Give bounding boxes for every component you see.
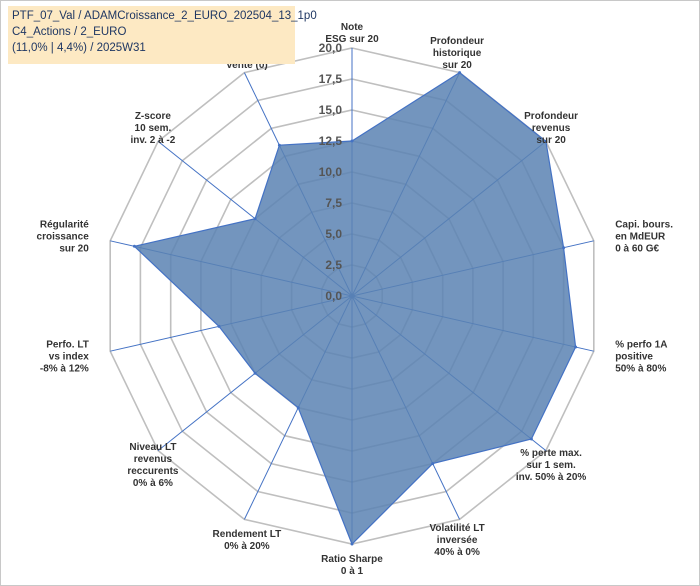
series-area: [133, 71, 577, 546]
axis-label: Profondeur: [430, 36, 484, 47]
series-point: [217, 324, 221, 328]
axis-label: 40% à 0%: [434, 547, 480, 558]
tick-label: 7,5: [325, 196, 342, 210]
axis-label: en MdEUR: [615, 231, 666, 242]
axis-label: 0% à 20%: [224, 541, 270, 552]
axis-label: Niveau LT: [129, 442, 176, 453]
tick-label: 2,5: [325, 258, 342, 272]
series-point: [253, 217, 257, 221]
axis-label: Capi. bours.: [615, 219, 673, 230]
tick-label: 17,5: [319, 72, 343, 86]
axis-label: croissance: [37, 231, 90, 242]
series-point: [296, 406, 300, 410]
chart-title-box: PTF_07_Val / ADAMCroissance_2_EURO_20250…: [8, 6, 317, 64]
series-point: [253, 371, 257, 375]
axis-label: sur 20: [59, 243, 89, 254]
axis-label: Régularité: [40, 219, 89, 230]
axis-label: sur 1 sem.: [526, 460, 576, 471]
series-point: [431, 462, 435, 466]
axis-label: Ratio Sharpe: [321, 554, 383, 565]
axis-label: % perte max.: [520, 448, 582, 459]
series-point: [574, 345, 578, 349]
axis-label: revenus: [532, 123, 571, 134]
axis-label: sur 20: [442, 60, 472, 71]
tick-label: 12,5: [319, 134, 343, 148]
axis-label: positive: [615, 352, 653, 363]
axis-label: Perfo. LT: [46, 340, 89, 351]
axis-label: reccurents: [127, 466, 179, 477]
series-point: [529, 437, 533, 441]
axis-label: 10 sem.: [135, 123, 172, 134]
radar-tick-labels: 0,0 2,5 5,0 7,5 10,0 12,5 15,0 17,5 20,0: [319, 41, 343, 303]
tick-label: 10,0: [319, 165, 343, 179]
axis-label: -8% à 12%: [40, 364, 89, 375]
series-point: [132, 244, 136, 248]
axis-label: 50% à 80%: [615, 364, 666, 375]
axis-label: vs index: [49, 352, 89, 363]
series-point: [458, 71, 462, 75]
series-point: [350, 542, 354, 546]
axis-label: Rendement LT: [213, 529, 282, 540]
series-point: [350, 139, 354, 143]
axis-label: ESG sur 20: [325, 34, 379, 45]
axis-label: inv. 50% à 20%: [516, 472, 587, 483]
axis-label: 0% à 6%: [133, 478, 173, 489]
tick-label: 5,0: [325, 227, 342, 241]
axis-label: historique: [433, 48, 482, 59]
series-point: [277, 143, 281, 147]
tick-label: 15,0: [319, 103, 343, 117]
axis-label: % perfo 1A: [615, 340, 667, 351]
axis-label: Note: [341, 22, 364, 33]
axis-label: sur 20: [536, 135, 566, 146]
chart-title-line-3: (11,0% | 4,4%) / 2025W31: [12, 42, 146, 54]
series-point: [544, 139, 548, 143]
axis-label: inv. 2 à -2: [130, 135, 175, 146]
axis-label: revenus: [134, 454, 173, 465]
radar-series: [132, 71, 578, 546]
axis-label: inversée: [437, 535, 478, 546]
tick-label: 20,0: [319, 41, 343, 55]
axis-label: Profondeur: [524, 111, 578, 122]
chart-title-line-2: C4_Actions / 2_EURO: [12, 26, 127, 38]
tick-label: 0,0: [325, 289, 342, 303]
axis-label: 0 à 1: [341, 566, 364, 577]
axis-label: 0 à 60 G€: [615, 243, 659, 254]
axis-label: Vente (0): [226, 60, 268, 71]
axis-label: Volatilité LT: [430, 523, 485, 534]
chart-title-line-1: PTF_07_Val / ADAMCroissance_2_EURO_20250…: [12, 10, 317, 22]
axis-label: Z-score: [135, 111, 172, 122]
series-point: [562, 246, 566, 250]
